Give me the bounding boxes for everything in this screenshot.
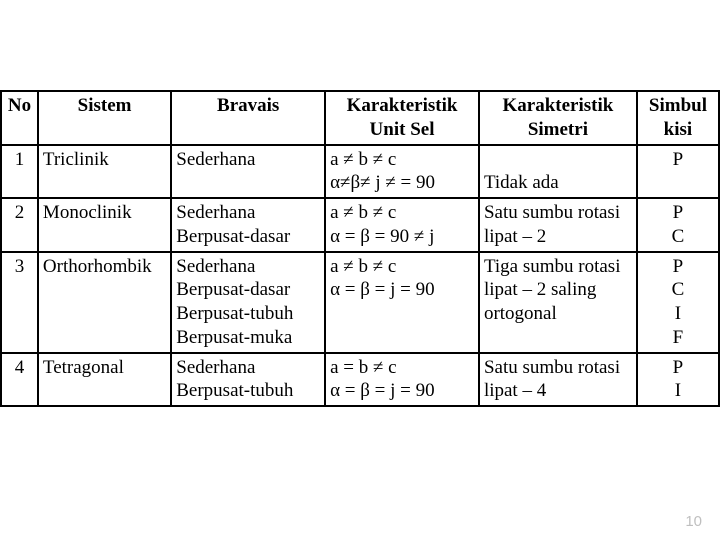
cell-no: 3 [1, 252, 38, 353]
cell-bravais: Sederhana Berpusat-dasar [171, 198, 325, 252]
table-row: 1 Triclinik Sederhana a ≠ b ≠ c α≠β≠ j ≠… [1, 145, 719, 199]
cell-kisi: P I [637, 353, 719, 407]
cell-unit-sel: a = b ≠ c α = β = j = 90 [325, 353, 479, 407]
col-header-kisi: Simbul kisi [637, 91, 719, 145]
cell-kisi: P C I F [637, 252, 719, 353]
table-header-row: No Sistem Bravais Karakteristik Unit Sel… [1, 91, 719, 145]
cell-no: 4 [1, 353, 38, 407]
cell-bravais: Sederhana Berpusat-tubuh [171, 353, 325, 407]
cell-simetri: Satu sumbu rotasi lipat – 2 [479, 198, 637, 252]
cell-bravais: Sederhana Berpusat-dasar Berpusat-tubuh … [171, 252, 325, 353]
col-header-unit-sel: Karakteristik Unit Sel [325, 91, 479, 145]
col-header-sistem: Sistem [38, 91, 171, 145]
page-number: 10 [685, 513, 702, 530]
cell-simetri: Tidak ada [479, 145, 637, 199]
cell-unit-sel: a ≠ b ≠ c α = β = j = 90 [325, 252, 479, 353]
cell-unit-sel: a ≠ b ≠ c α = β = 90 ≠ j [325, 198, 479, 252]
cell-simetri: Tiga sumbu rotasi lipat – 2 saling ortog… [479, 252, 637, 353]
cell-sistem: Orthorhombik [38, 252, 171, 353]
col-header-simetri: Karakteristik Simetri [479, 91, 637, 145]
cell-unit-sel: a ≠ b ≠ c α≠β≠ j ≠ = 90 [325, 145, 479, 199]
page: No Sistem Bravais Karakteristik Unit Sel… [0, 0, 720, 540]
col-header-no: No [1, 91, 38, 145]
cell-kisi: P C [637, 198, 719, 252]
cell-no: 2 [1, 198, 38, 252]
cell-bravais: Sederhana [171, 145, 325, 199]
cell-no: 1 [1, 145, 38, 199]
cell-sistem: Triclinik [38, 145, 171, 199]
cell-kisi: P [637, 145, 719, 199]
cell-sistem: Tetragonal [38, 353, 171, 407]
crystal-systems-table: No Sistem Bravais Karakteristik Unit Sel… [0, 90, 720, 407]
table-row: 3 Orthorhombik Sederhana Berpusat-dasar … [1, 252, 719, 353]
table-row: 4 Tetragonal Sederhana Berpusat-tubuh a … [1, 353, 719, 407]
table-row: 2 Monoclinik Sederhana Berpusat-dasar a … [1, 198, 719, 252]
cell-sistem: Monoclinik [38, 198, 171, 252]
col-header-bravais: Bravais [171, 91, 325, 145]
cell-simetri: Satu sumbu rotasi lipat – 4 [479, 353, 637, 407]
